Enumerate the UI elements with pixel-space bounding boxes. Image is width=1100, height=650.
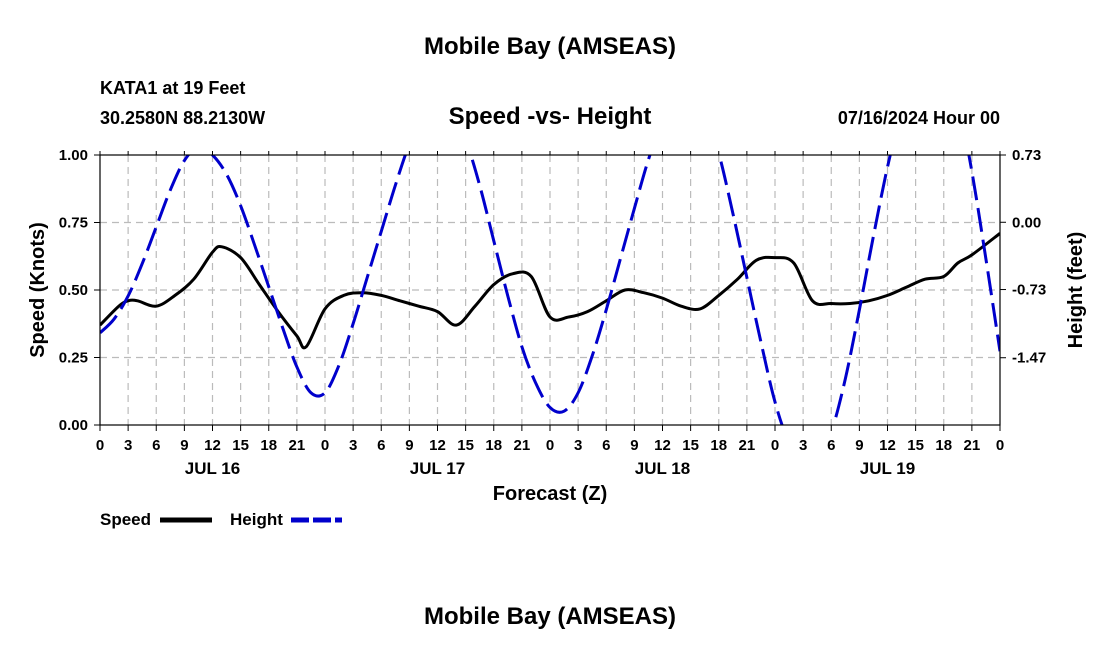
x-tick-label: 9 bbox=[855, 437, 863, 454]
x-tick-label: 15 bbox=[907, 437, 924, 454]
x-tick-label: 6 bbox=[602, 437, 610, 454]
station-location: 30.2580N 88.2130W bbox=[100, 108, 265, 128]
x-tick-label: 12 bbox=[204, 437, 221, 454]
station-name: KATA1 at 19 Feet bbox=[100, 78, 245, 98]
x-tick-label: 15 bbox=[232, 437, 249, 454]
series-line-speed bbox=[100, 232, 1000, 350]
x-tick-label: 12 bbox=[654, 437, 671, 454]
x-tick-label: 12 bbox=[879, 437, 896, 454]
y-left-tick-label: 1.00 bbox=[59, 147, 88, 164]
y-left-tick-label: 0.75 bbox=[59, 215, 88, 232]
x-tick-label: 6 bbox=[827, 437, 835, 454]
legend: Speed Height bbox=[100, 510, 342, 529]
x-tick-label: 3 bbox=[574, 437, 582, 454]
page-title: Mobile Bay (AMSEAS) bbox=[424, 33, 676, 60]
x-tick-label: 3 bbox=[124, 437, 132, 454]
series-group bbox=[100, 155, 1000, 425]
x-tick-label: 21 bbox=[964, 437, 981, 454]
x-tick-label: 21 bbox=[289, 437, 306, 454]
x-tick-label: 6 bbox=[152, 437, 160, 454]
x-tick-label: 9 bbox=[180, 437, 188, 454]
x-tick-label: 3 bbox=[799, 437, 807, 454]
x-tick-label: 0 bbox=[96, 437, 104, 454]
y-axis-left-label: Speed (Knots) bbox=[27, 222, 49, 358]
y-left-tick-label: 0.50 bbox=[59, 282, 88, 299]
day-label: JUL 18 bbox=[635, 459, 690, 478]
y-right-tick-label: -1.47 bbox=[1012, 350, 1046, 367]
x-tick-label: 18 bbox=[710, 437, 727, 454]
x-tick-label: 0 bbox=[546, 437, 554, 454]
x-tick-label: 15 bbox=[682, 437, 699, 454]
bottom-title: Mobile Bay (AMSEAS) bbox=[424, 603, 676, 630]
x-tick-label: 15 bbox=[457, 437, 474, 454]
y-left-tick-label: 0.00 bbox=[59, 417, 88, 434]
day-label: JUL 17 bbox=[410, 459, 465, 478]
x-tick-label: 0 bbox=[321, 437, 329, 454]
x-tick-label: 21 bbox=[514, 437, 531, 454]
x-tick-label: 0 bbox=[996, 437, 1004, 454]
x-axis-label: Forecast (Z) bbox=[493, 483, 607, 505]
x-tick-label: 6 bbox=[377, 437, 385, 454]
legend-speed-label: Speed bbox=[100, 510, 151, 529]
x-tick-label: 12 bbox=[429, 437, 446, 454]
day-label: JUL 16 bbox=[185, 459, 240, 478]
x-tick-label: 18 bbox=[260, 437, 277, 454]
issued-time: 07/16/2024 Hour 00 bbox=[838, 108, 1000, 128]
x-tick-label: 18 bbox=[935, 437, 952, 454]
grid-lines bbox=[100, 155, 1000, 425]
x-tick-label: 9 bbox=[405, 437, 413, 454]
series-line-height bbox=[100, 155, 1000, 425]
y-left-tick-label: 0.25 bbox=[59, 350, 88, 367]
y-right-tick-label: -0.73 bbox=[1012, 282, 1046, 299]
x-tick-label: 9 bbox=[630, 437, 638, 454]
axes-group: 0 3 6 9 12 15 18 21 0 3 6 9 12 15 18 21 0 3 6 9 12 15 18 21 0 3 6 9… bbox=[59, 147, 1046, 478]
legend-height-label: Height bbox=[230, 510, 283, 529]
x-tick-label: 18 bbox=[485, 437, 502, 454]
x-tick-label: 21 bbox=[739, 437, 756, 454]
x-tick-label: 0 bbox=[771, 437, 779, 454]
day-label: JUL 19 bbox=[860, 459, 915, 478]
x-tick-label: 3 bbox=[349, 437, 357, 454]
y-right-tick-label: 0.73 bbox=[1012, 147, 1041, 164]
y-right-tick-label: 0.00 bbox=[1012, 214, 1041, 231]
y-axis-right-label: Height (feet) bbox=[1065, 232, 1087, 349]
chart-title: Speed -vs- Height bbox=[449, 103, 652, 130]
